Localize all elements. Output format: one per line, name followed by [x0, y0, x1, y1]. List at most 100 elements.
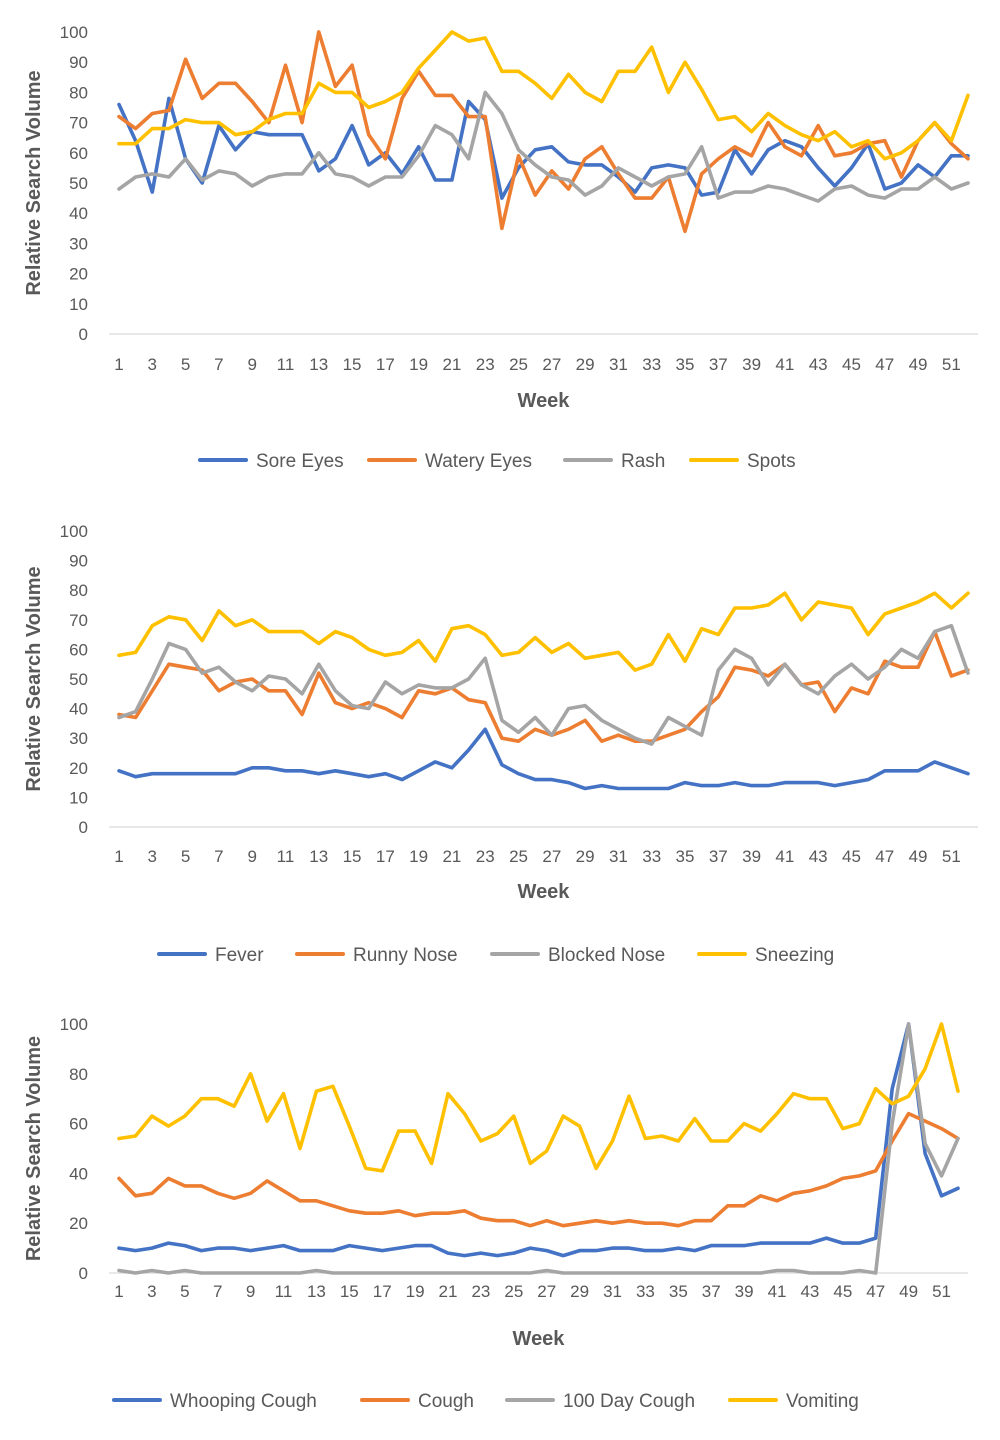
legend-label: Sore Eyes: [256, 451, 344, 472]
x-tick-label: 1: [114, 355, 123, 374]
y-axis-title: Relative Search Volume: [23, 70, 45, 295]
y-tick-label: 60: [69, 640, 88, 659]
x-tick-label: 49: [899, 1282, 918, 1301]
chart-panel-eye-skin-symptoms: 0 10 20 30 40 50 60 70 80 90 100 1 3 5 7 9 11 13 15 17 19 21 2…: [0, 0, 1000, 490]
x-tick-label: 37: [709, 847, 728, 866]
series-line-sneezing: [117, 591, 970, 672]
y-axis-title: Relative Search Volume: [23, 566, 45, 791]
x-tick-label: 37: [702, 1282, 721, 1301]
x-tick-label: 35: [676, 847, 695, 866]
legend-label: Rash: [621, 451, 665, 472]
x-tick-label: 3: [147, 1282, 156, 1301]
x-tick-label: 7: [214, 355, 223, 374]
x-tick-label: 17: [373, 1282, 392, 1301]
legend-item-fever: Fever: [157, 945, 264, 966]
chart-panel-cough-symptoms: 0 20 40 60 80 100 1 3 5 7 9 11 13 15 17 19 21 23 25 27 29 31 3…: [0, 986, 1000, 1440]
legend-label: Cough: [418, 1391, 474, 1412]
x-tick-label: 23: [476, 847, 495, 866]
y-tick-label: 50: [69, 174, 88, 193]
x-tick-label: 7: [214, 847, 223, 866]
legend-label: Spots: [747, 451, 796, 472]
x-tick-label: 15: [340, 1282, 359, 1301]
x-tick-label: 47: [875, 355, 894, 374]
x-tick-label: 13: [309, 355, 328, 374]
legend-item-100-day-cough: 100 Day Cough: [505, 1391, 695, 1412]
y-axis-title: Relative Search Volume: [23, 1036, 45, 1261]
x-tick-label: 9: [247, 847, 256, 866]
y-tick-label: 100: [60, 522, 88, 541]
x-tick-label: 47: [875, 847, 894, 866]
y-tick-label: 30: [69, 729, 88, 748]
x-axis-title: Week: [513, 1328, 566, 1350]
x-tick-label: 25: [509, 847, 528, 866]
y-tick-label: 50: [69, 670, 88, 689]
x-tick-label: 29: [570, 1282, 589, 1301]
x-tick-label: 19: [409, 847, 428, 866]
y-tick-label: 70: [69, 611, 88, 630]
x-tick-label: 45: [842, 355, 861, 374]
y-tick-label: 40: [69, 1164, 88, 1183]
x-tick-label: 5: [181, 847, 190, 866]
x-tick-label: 7: [213, 1282, 222, 1301]
x-tick-label: 21: [439, 1282, 458, 1301]
legend-label: Whooping Cough: [170, 1391, 317, 1412]
x-tick-label: 3: [148, 847, 157, 866]
x-tick-label: 25: [504, 1282, 523, 1301]
y-tick-label: 30: [69, 234, 88, 253]
y-tick-label: 10: [69, 788, 88, 807]
x-tick-label: 15: [343, 355, 362, 374]
x-tick-label: 37: [709, 355, 728, 374]
y-tick-label: 40: [69, 700, 88, 719]
x-tick-label: 41: [775, 847, 794, 866]
legend-item-vomiting: Vomiting: [728, 1391, 859, 1412]
x-tick-label: 23: [471, 1282, 490, 1301]
series-line-sore-eyes: [117, 96, 970, 200]
x-tick-label: 11: [275, 1282, 293, 1301]
x-tick-label: 5: [180, 1282, 189, 1301]
y-tick-label: 10: [69, 295, 88, 314]
x-tick-label: 11: [277, 847, 295, 866]
y-tick-label: 0: [79, 818, 88, 837]
x-tick-label: 43: [809, 355, 828, 374]
legend-item-spots: Spots: [689, 451, 796, 472]
y-tick-label: 80: [69, 1065, 88, 1084]
x-tick-label: 41: [775, 355, 794, 374]
chart-panel-respiratory-symptoms: 0 10 20 30 40 50 60 70 80 90 100 1 3 5 7 9 11 13 15 17 19 21 2…: [0, 492, 1000, 982]
x-tick-label: 33: [636, 1282, 655, 1301]
x-tick-label: 45: [842, 847, 861, 866]
series-line-100-day-cough: [117, 1022, 960, 1275]
legend-label: Runny Nose: [353, 945, 458, 966]
x-tick-label: 27: [537, 1282, 556, 1301]
legend-item-sneezing: Sneezing: [697, 945, 834, 966]
x-tick-label: 35: [669, 1282, 688, 1301]
x-tick-label: 35: [676, 355, 695, 374]
y-tick-label: 0: [79, 325, 88, 344]
x-tick-label: 47: [866, 1282, 885, 1301]
legend-item-whooping-cough: Whooping Cough: [112, 1391, 317, 1412]
y-tick-label: 100: [60, 1015, 88, 1034]
series-line-spots: [117, 30, 970, 161]
y-tick-label: 70: [69, 114, 88, 133]
x-tick-label: 1: [114, 1282, 123, 1301]
x-tick-label: 51: [932, 1282, 951, 1301]
legend-label: Vomiting: [786, 1391, 859, 1412]
y-tick-label: 90: [69, 552, 88, 571]
x-tick-label: 27: [542, 847, 561, 866]
x-tick-label: 13: [307, 1282, 326, 1301]
legend-label: Watery Eyes: [425, 451, 532, 472]
series-line-fever: [117, 727, 970, 791]
x-tick-label: 19: [406, 1282, 425, 1301]
legend-item-watery-eyes: Watery Eyes: [367, 451, 532, 472]
x-tick-label: 43: [809, 847, 828, 866]
y-tick-label: 60: [69, 1115, 88, 1134]
x-tick-label: 31: [609, 847, 628, 866]
x-axis-title: Week: [518, 881, 571, 903]
y-tick-label: 60: [69, 144, 88, 163]
legend-item-sore-eyes: Sore Eyes: [198, 451, 344, 472]
legend-item-cough: Cough: [360, 1391, 474, 1412]
series-line-whooping-cough: [117, 1022, 960, 1258]
x-tick-label: 23: [476, 355, 495, 374]
y-tick-label: 80: [69, 581, 88, 600]
legend-label: Sneezing: [755, 945, 834, 966]
